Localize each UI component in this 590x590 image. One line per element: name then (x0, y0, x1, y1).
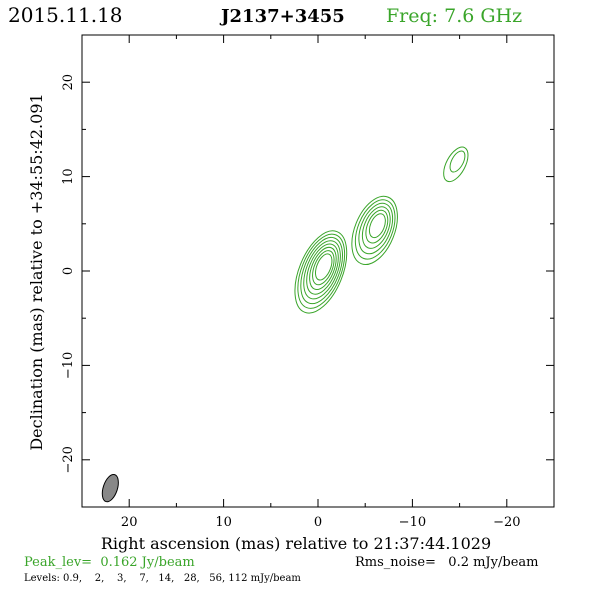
contour-component (294, 230, 348, 314)
y-axis-label: Declination (mas) relative to +34:55:42.… (27, 93, 46, 450)
contour-map (294, 146, 469, 314)
y-tick-label: −10 (61, 352, 76, 379)
x-tick-labels: 20 10 0 −10 −20 (121, 515, 521, 530)
contour-line (306, 243, 339, 295)
contour-line (354, 199, 396, 260)
contour-line (312, 250, 335, 286)
peak-level: Peak_lev= 0.162 Jy/beam (24, 555, 195, 570)
x-tick-label: 0 (314, 515, 322, 530)
contour-line (365, 209, 389, 244)
x-tick-label: 10 (215, 515, 232, 530)
contour-line (294, 230, 348, 314)
contour-line (368, 213, 386, 239)
x-tick-label: −10 (399, 515, 426, 530)
contour-component (351, 195, 398, 265)
y-tick-label: 20 (61, 74, 76, 91)
contour-line (309, 246, 337, 290)
beam-ellipse (101, 473, 119, 503)
x-axis-label: Right ascension (mas) relative to 21:37:… (101, 534, 491, 553)
source-name: J2137+3455 (219, 6, 345, 27)
y-tick-label: −20 (61, 446, 76, 473)
epoch-date: 2015.11.18 (8, 3, 123, 27)
x-tick-label: 20 (121, 515, 138, 530)
contour-line (443, 146, 469, 183)
contour-component (443, 146, 469, 183)
y-tick-labels: −20 −10 0 10 20 (61, 74, 76, 474)
contour-line (297, 233, 346, 309)
y-tick-label: 10 (61, 168, 76, 185)
beam-shape (101, 473, 119, 503)
y-tick-label: 0 (61, 267, 76, 275)
x-tick-label: −20 (493, 515, 520, 530)
contour-line (449, 150, 466, 173)
contour-line (358, 202, 394, 255)
plot-frame (81, 34, 555, 508)
contour-line (351, 195, 398, 265)
frequency-label: Freq: 7.6 GHz (386, 5, 522, 27)
axis-ticks (81, 34, 555, 508)
contour-line (303, 240, 341, 300)
contour-levels: Levels: 0.9, 2, 3, 7, 14, 28, 56, 112 mJ… (24, 573, 301, 584)
contour-line (361, 206, 391, 249)
rms-noise: Rms_noise= 0.2 mJy/beam (355, 555, 538, 570)
contour-line (315, 253, 333, 281)
contour-line (300, 236, 343, 305)
